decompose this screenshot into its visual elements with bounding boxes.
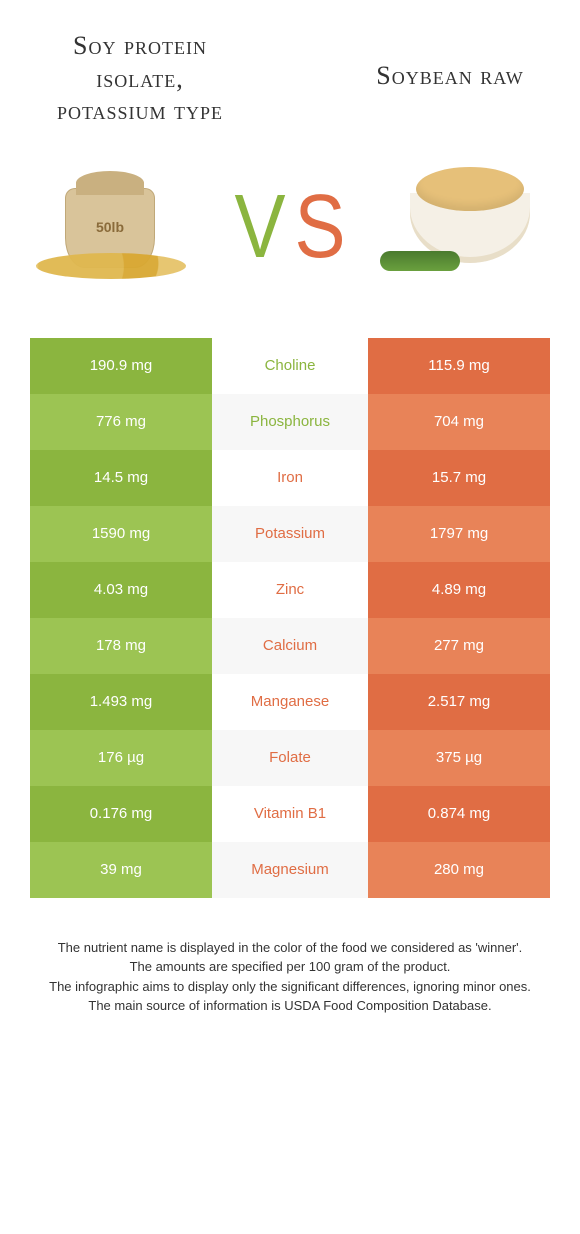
- images-row: 50lb V S: [0, 138, 580, 338]
- table-row: 4.03 mgZinc4.89 mg: [30, 562, 550, 618]
- nutrient-label: Potassium: [212, 506, 368, 562]
- right-value: 277 mg: [368, 618, 550, 674]
- left-value: 14.5 mg: [30, 450, 212, 506]
- right-food-title: Soybean raw: [360, 30, 540, 93]
- left-value: 0.176 mg: [30, 786, 212, 842]
- table-row: 176 µgFolate375 µg: [30, 730, 550, 786]
- table-row: 178 mgCalcium277 mg: [30, 618, 550, 674]
- table-row: 39 mgMagnesium280 mg: [30, 842, 550, 898]
- nutrient-label: Folate: [212, 730, 368, 786]
- nutrient-label: Iron: [212, 450, 368, 506]
- greens-icon: [380, 251, 460, 271]
- left-value: 39 mg: [30, 842, 212, 898]
- right-value: 0.874 mg: [368, 786, 550, 842]
- vs-label: V S: [230, 176, 350, 279]
- right-value: 4.89 mg: [368, 562, 550, 618]
- table-row: 1590 mgPotassium1797 mg: [30, 506, 550, 562]
- header: Soy protein isolate, potassium type Soyb…: [0, 0, 580, 138]
- left-value: 776 mg: [30, 394, 212, 450]
- nutrient-label: Manganese: [212, 674, 368, 730]
- left-food-title: Soy protein isolate, potassium type: [40, 30, 240, 128]
- footer-line: The amounts are specified per 100 gram o…: [30, 957, 550, 977]
- footer-line: The nutrient name is displayed in the co…: [30, 938, 550, 958]
- table-row: 1.493 mgManganese2.517 mg: [30, 674, 550, 730]
- left-food-image: 50lb: [30, 153, 190, 303]
- table-row: 776 mgPhosphorus704 mg: [30, 394, 550, 450]
- left-value: 4.03 mg: [30, 562, 212, 618]
- right-value: 704 mg: [368, 394, 550, 450]
- vs-v: V: [234, 176, 285, 279]
- right-value: 280 mg: [368, 842, 550, 898]
- footer-line: The infographic aims to display only the…: [30, 977, 550, 997]
- left-value: 178 mg: [30, 618, 212, 674]
- right-food-image: [390, 153, 550, 303]
- right-value: 115.9 mg: [368, 338, 550, 394]
- nutrient-label: Zinc: [212, 562, 368, 618]
- soybean-bowl-icon: [410, 193, 530, 263]
- left-value: 1.493 mg: [30, 674, 212, 730]
- table-row: 0.176 mgVitamin B10.874 mg: [30, 786, 550, 842]
- right-value: 15.7 mg: [368, 450, 550, 506]
- nutrient-label: Magnesium: [212, 842, 368, 898]
- table-row: 190.9 mgCholine115.9 mg: [30, 338, 550, 394]
- left-value: 1590 mg: [30, 506, 212, 562]
- nutrient-label: Vitamin B1: [212, 786, 368, 842]
- nutrient-label: Choline: [212, 338, 368, 394]
- right-value: 1797 mg: [368, 506, 550, 562]
- bag-label: 50lb: [66, 219, 154, 235]
- grains-icon: [36, 253, 186, 279]
- right-value: 375 µg: [368, 730, 550, 786]
- footer-line: The main source of information is USDA F…: [30, 996, 550, 1016]
- vs-s: S: [295, 176, 346, 279]
- grain-bag-icon: 50lb: [65, 188, 155, 268]
- nutrient-table: 190.9 mgCholine115.9 mg776 mgPhosphorus7…: [0, 338, 580, 898]
- left-value: 190.9 mg: [30, 338, 212, 394]
- table-row: 14.5 mgIron15.7 mg: [30, 450, 550, 506]
- nutrient-label: Calcium: [212, 618, 368, 674]
- right-value: 2.517 mg: [368, 674, 550, 730]
- nutrient-label: Phosphorus: [212, 394, 368, 450]
- left-value: 176 µg: [30, 730, 212, 786]
- footer-notes: The nutrient name is displayed in the co…: [0, 898, 580, 1016]
